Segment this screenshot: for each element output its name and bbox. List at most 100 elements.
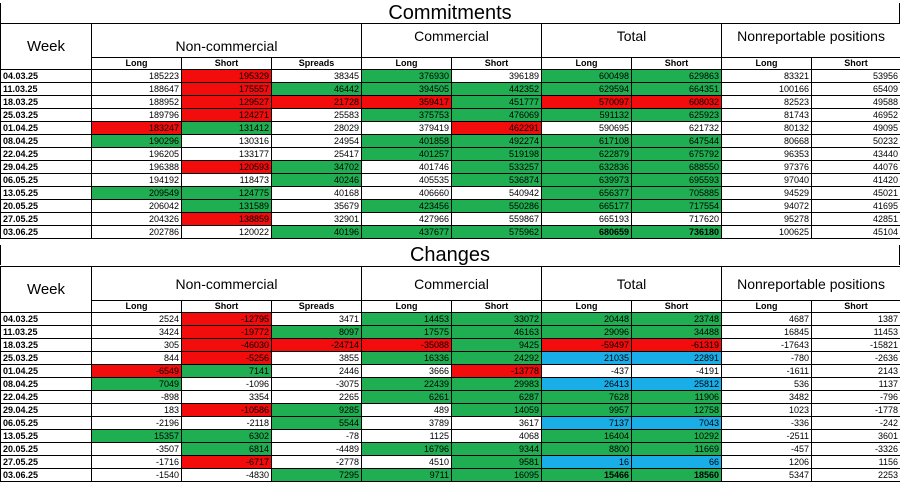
group-noncommercial: Non-commercial [91, 266, 362, 301]
noncomm-spreads-cell: 38345 [271, 69, 362, 83]
week-cell: 18.03.25 [0, 338, 92, 352]
week-header: Week [0, 23, 92, 70]
nonrep-short-cell: 44076 [811, 160, 900, 174]
total-short-cell: 7043 [630, 416, 723, 430]
nonrep-short-cell: 2253 [811, 468, 900, 482]
nonrep-short-cell: 11453 [811, 325, 900, 339]
noncomm-short-cell: -12795 [181, 312, 272, 326]
commitments-table: Week Non-commercial Commercial Total Non… [0, 23, 900, 239]
week-cell: 25.03.25 [0, 351, 92, 365]
nonrep-long-cell: 83321 [721, 69, 813, 83]
table-row: 11.03.25 3424 -19772 8097 17575 46163 29096 344… [0, 325, 900, 339]
total-short-cell: 717554 [630, 199, 723, 213]
week-cell: 27.05.25 [0, 455, 92, 469]
table-row: 04.03.25 2524 -12795 3471 14453 33072 20448 237… [0, 312, 900, 326]
table-row: 11.03.25 188647 175557 46442 394505 442352 629… [0, 82, 900, 96]
nonrep-short-cell: -15821 [811, 338, 900, 352]
col-header: Long [721, 300, 813, 313]
table-row: 01.04.25 183247 131412 28029 379419 462291 590… [0, 121, 900, 135]
noncomm-long-cell: 194192 [91, 173, 182, 187]
comm-long-cell: 427966 [361, 212, 452, 226]
nonrep-short-cell: 65409 [811, 82, 900, 96]
noncomm-long-cell: -1716 [91, 455, 182, 469]
noncomm-spreads-cell: 25417 [271, 147, 362, 161]
total-long-cell: 26413 [541, 377, 632, 391]
nonrep-long-cell: 95278 [721, 212, 813, 226]
total-short-cell: 34488 [630, 325, 723, 339]
comm-long-cell: 359417 [361, 95, 452, 109]
comm-short-cell: 9581 [451, 455, 542, 469]
total-short-cell: 705885 [630, 186, 723, 200]
col-header: Spreads [271, 57, 362, 70]
noncomm-short-cell: -2118 [181, 416, 272, 430]
table-row: 06.05.25 -2196 -2118 5544 3789 3617 7137 7043 -3… [0, 416, 900, 430]
comm-long-cell: -35088 [361, 338, 452, 352]
noncomm-long-cell: -898 [91, 390, 182, 404]
comm-long-cell: 437677 [361, 225, 452, 239]
nonrep-long-cell: -2511 [721, 429, 813, 443]
comm-short-cell: 519198 [451, 147, 542, 161]
comm-short-cell: 451777 [451, 95, 542, 109]
comm-short-cell: 533257 [451, 160, 542, 174]
nonrep-long-cell: 100166 [721, 82, 813, 96]
table-row: 27.05.25 204326 138859 32901 427966 559867 665… [0, 212, 900, 226]
total-long-cell: 622879 [541, 147, 632, 161]
total-long-cell: 665177 [541, 199, 632, 213]
comm-long-cell: 3789 [361, 416, 452, 430]
noncomm-spreads-cell: 9285 [271, 403, 362, 417]
noncomm-long-cell: 183247 [91, 121, 182, 135]
group-noncommercial: Non-commercial [91, 23, 362, 58]
comm-short-cell: 4068 [451, 429, 542, 443]
week-cell: 13.05.25 [0, 186, 92, 200]
noncomm-long-cell: 2524 [91, 312, 182, 326]
noncomm-short-cell: 131589 [181, 199, 272, 213]
noncomm-long-cell: 209549 [91, 186, 182, 200]
week-cell: 22.04.25 [0, 390, 92, 404]
comm-short-cell: -13778 [451, 364, 542, 378]
noncomm-spreads-cell: 7295 [271, 468, 362, 482]
week-cell: 18.03.25 [0, 95, 92, 109]
total-long-cell: 632836 [541, 160, 632, 174]
total-long-cell: 617108 [541, 134, 632, 148]
col-header: Long [361, 300, 452, 313]
comm-short-cell: 46163 [451, 325, 542, 339]
comm-long-cell: 406660 [361, 186, 452, 200]
comm-long-cell: 4510 [361, 455, 452, 469]
noncomm-long-cell: 204326 [91, 212, 182, 226]
noncomm-spreads-cell: 24954 [271, 134, 362, 148]
noncomm-long-cell: 196205 [91, 147, 182, 161]
comm-short-cell: 33072 [451, 312, 542, 326]
total-short-cell: 11669 [630, 442, 723, 456]
noncomm-short-cell: 6814 [181, 442, 272, 456]
nonrep-long-cell: -1611 [721, 364, 813, 378]
noncomm-short-cell: -1096 [181, 377, 272, 391]
comm-short-cell: 540942 [451, 186, 542, 200]
total-short-cell: 647544 [630, 134, 723, 148]
noncomm-spreads-cell: 32901 [271, 212, 362, 226]
comm-short-cell: 575962 [451, 225, 542, 239]
table-row: 08.04.25 7049 -1096 -3075 22439 29983 26413 258… [0, 377, 900, 391]
nonrep-long-cell: 80132 [721, 121, 813, 135]
total-long-cell: 16 [541, 455, 632, 469]
noncomm-short-cell: 195329 [181, 69, 272, 83]
noncomm-spreads-cell: 46442 [271, 82, 362, 96]
comm-short-cell: 16095 [451, 468, 542, 482]
col-header: Short [451, 300, 542, 313]
table-row: 18.03.25 188952 129527 21728 359417 451777 570… [0, 95, 900, 109]
noncomm-spreads-cell: 21728 [271, 95, 362, 109]
noncomm-long-cell: -3507 [91, 442, 182, 456]
noncomm-spreads-cell: 34702 [271, 160, 362, 174]
nonrep-long-cell: -336 [721, 416, 813, 430]
week-cell: 29.04.25 [0, 160, 92, 174]
col-header: Short [181, 57, 272, 70]
table-row: 20.05.25 206042 131589 35679 423456 550286 665… [0, 199, 900, 213]
comm-long-cell: 6261 [361, 390, 452, 404]
comm-long-cell: 405535 [361, 173, 452, 187]
week-cell: 04.03.25 [0, 312, 92, 326]
week-cell: 03.06.25 [0, 468, 92, 482]
col-header: Long [91, 57, 182, 70]
noncomm-short-cell: 6302 [181, 429, 272, 443]
total-long-cell: 600498 [541, 69, 632, 83]
total-long-cell: 8800 [541, 442, 632, 456]
